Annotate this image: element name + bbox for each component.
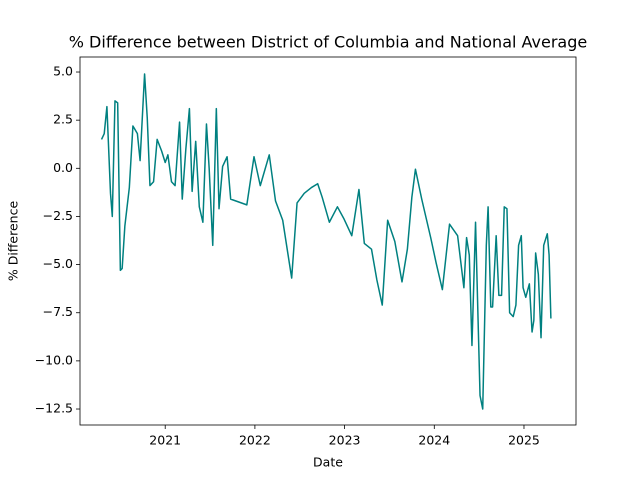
y-tick-label: −7.5 xyxy=(43,304,73,319)
y-tick-label: −2.5 xyxy=(43,208,73,223)
x-axis-label: Date xyxy=(313,455,343,470)
y-tick-label: 0.0 xyxy=(53,160,73,175)
y-tick-label: 2.5 xyxy=(53,112,73,127)
y-axis-label: % Difference xyxy=(6,201,21,282)
x-tick-label: 2022 xyxy=(239,433,271,448)
plot-frame xyxy=(79,56,577,426)
data-line xyxy=(100,73,552,410)
chart-title: % Difference between District of Columbi… xyxy=(69,33,587,52)
y-tick-label: −5.0 xyxy=(43,256,73,271)
y-tick-label: 5.0 xyxy=(53,64,73,79)
x-tick-label: 2023 xyxy=(329,433,361,448)
y-tick-label: −10.0 xyxy=(35,352,73,367)
y-tick-label: −12.5 xyxy=(35,401,73,416)
x-tick-label: 2024 xyxy=(418,433,450,448)
x-tick-label: 2025 xyxy=(508,433,540,448)
x-tick-label: 2021 xyxy=(149,433,181,448)
